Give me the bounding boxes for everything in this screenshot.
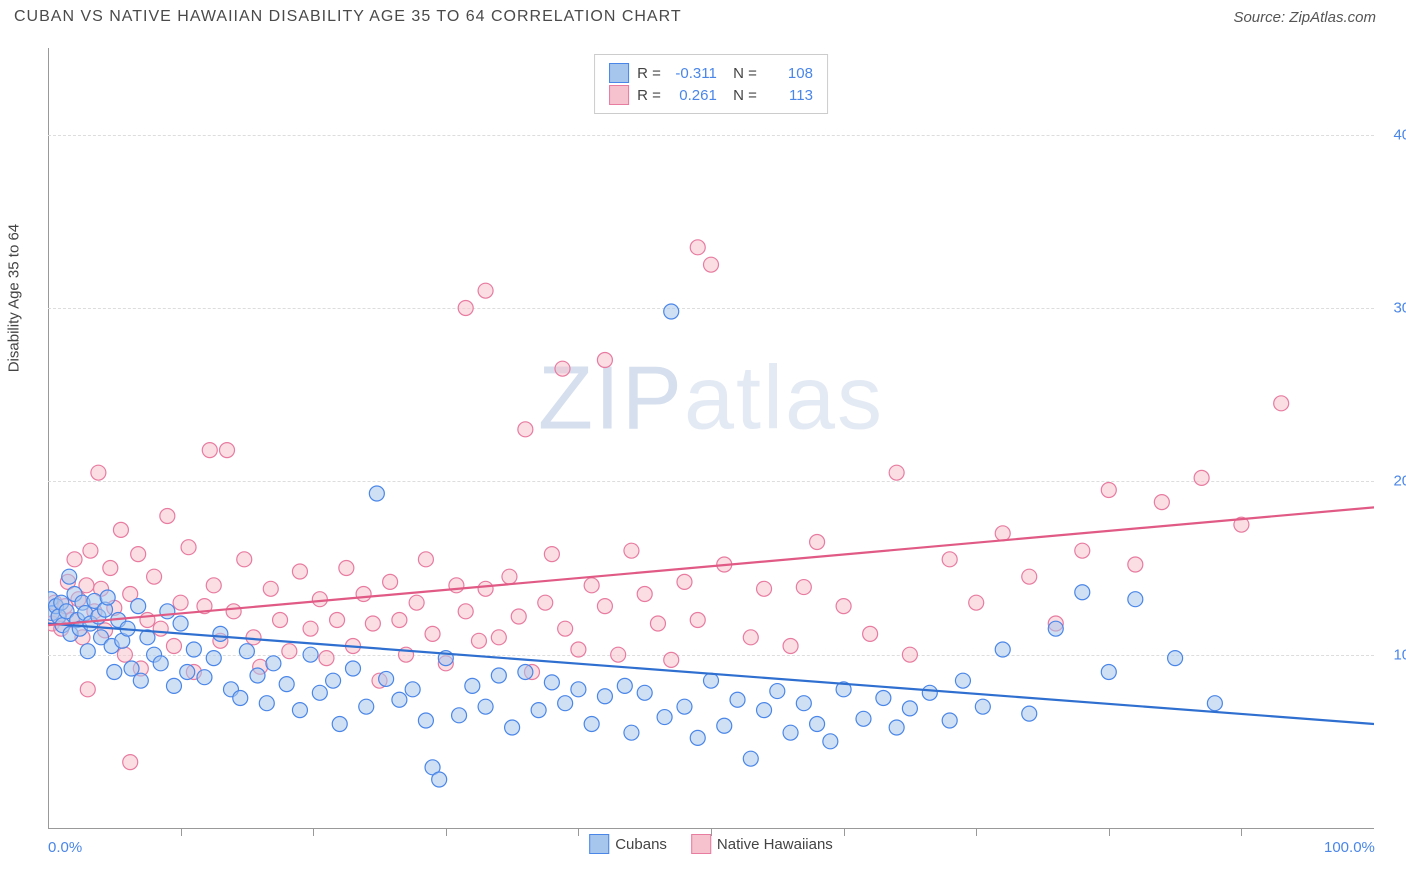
swatch-cubans-icon <box>589 834 609 854</box>
legend-correlation-box: R = -0.311 N = 108 R = 0.261 N = 113 <box>594 54 828 114</box>
chart-title: CUBAN VS NATIVE HAWAIIAN DISABILITY AGE … <box>14 8 682 26</box>
n-label: N = <box>725 87 757 104</box>
r-value-cubans: -0.311 <box>669 65 717 82</box>
legend-bottom: Cubans Native Hawaiians <box>589 834 833 854</box>
legend-row-hawaiians: R = 0.261 N = 113 <box>609 85 813 105</box>
y-tick-label: 20.0% <box>1393 473 1406 490</box>
legend-item-hawaiians: Native Hawaiians <box>691 834 833 854</box>
x-tick-label: 0.0% <box>48 839 82 856</box>
n-label: N = <box>725 65 757 82</box>
y-tick-label: 40.0% <box>1393 126 1406 143</box>
swatch-hawaiians <box>609 85 629 105</box>
y-axis-label: Disability Age 35 to 64 <box>6 224 23 372</box>
chart-container: Disability Age 35 to 64 ZIPatlas R = -0.… <box>48 48 1374 828</box>
swatch-hawaiians-icon <box>691 834 711 854</box>
legend-row-cubans: R = -0.311 N = 108 <box>609 63 813 83</box>
plot-svg <box>48 48 1374 828</box>
r-label: R = <box>637 65 661 82</box>
swatch-cubans <box>609 63 629 83</box>
chart-header: CUBAN VS NATIVE HAWAIIAN DISABILITY AGE … <box>0 0 1406 30</box>
n-value-cubans: 108 <box>765 65 813 82</box>
legend-label-cubans: Cubans <box>615 836 667 853</box>
r-value-hawaiians: 0.261 <box>669 87 717 104</box>
r-label: R = <box>637 87 661 104</box>
n-value-hawaiians: 113 <box>765 87 813 104</box>
chart-source: Source: ZipAtlas.com <box>1233 9 1376 26</box>
legend-item-cubans: Cubans <box>589 834 667 854</box>
y-tick-label: 10.0% <box>1393 646 1406 663</box>
legend-label-hawaiians: Native Hawaiians <box>717 836 833 853</box>
y-tick-label: 30.0% <box>1393 300 1406 317</box>
x-tick-label: 100.0% <box>1324 839 1375 856</box>
